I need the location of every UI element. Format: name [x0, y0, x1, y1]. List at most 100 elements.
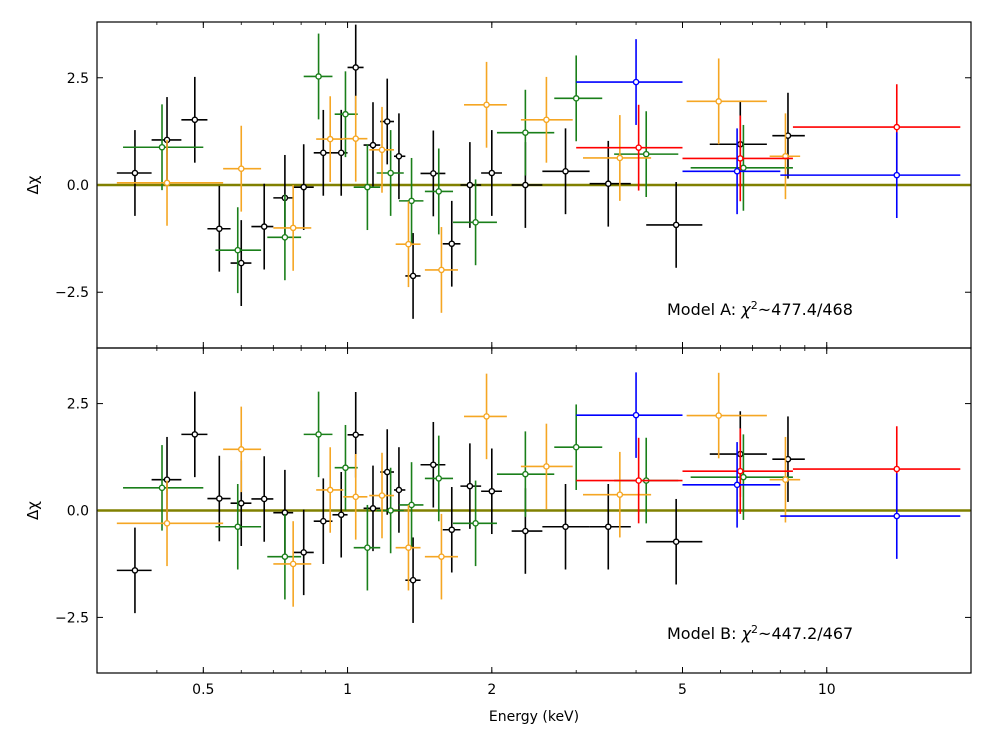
x-tick-label: 5	[678, 682, 687, 698]
data-point	[576, 372, 683, 458]
point-marker	[352, 431, 360, 439]
point-marker	[435, 188, 443, 195]
data-point	[207, 185, 231, 272]
x-tick-label: 1	[343, 682, 352, 698]
data-point	[424, 227, 458, 313]
data-point	[293, 144, 314, 231]
point-marker	[642, 150, 650, 158]
point-marker	[281, 553, 289, 560]
data-point	[116, 139, 224, 226]
point-marker	[435, 475, 443, 482]
point-marker	[616, 154, 624, 162]
data-point	[460, 443, 482, 529]
point-marker	[191, 431, 199, 438]
data-point	[363, 465, 381, 552]
data-point	[343, 95, 368, 182]
point-marker	[326, 135, 334, 143]
data-point	[464, 373, 507, 460]
data-point	[772, 92, 805, 179]
point-marker	[472, 520, 479, 527]
data-point	[511, 142, 543, 228]
point-marker	[408, 501, 415, 509]
point-marker	[260, 223, 268, 230]
point-marker	[733, 167, 741, 175]
point-marker	[131, 169, 139, 177]
point-marker	[562, 167, 569, 175]
point-marker	[131, 567, 139, 574]
data-point	[251, 183, 274, 270]
data-point	[614, 111, 679, 198]
point-marker	[430, 461, 437, 469]
point-marker	[405, 544, 412, 552]
point-marker	[300, 183, 308, 191]
data-point	[682, 128, 781, 215]
data-point	[181, 391, 208, 478]
point-marker	[740, 473, 747, 481]
data-point	[116, 130, 152, 216]
data-point	[395, 504, 421, 591]
data-point	[542, 483, 590, 570]
data-point	[316, 447, 344, 533]
data-point	[313, 109, 333, 196]
data-point	[116, 527, 152, 614]
data-point	[251, 456, 274, 542]
annotation-value: ~477.4/468	[758, 300, 853, 319]
point-marker	[191, 116, 199, 124]
point-marker	[387, 507, 394, 514]
point-marker	[632, 78, 640, 86]
data-point	[273, 185, 312, 271]
point-marker	[408, 197, 415, 205]
data-point	[589, 140, 631, 227]
data-point	[267, 194, 302, 281]
data-point	[293, 509, 314, 596]
point-marker	[448, 526, 456, 534]
data-point	[273, 521, 312, 607]
y-tick-label: 0.0	[67, 504, 89, 520]
point-marker	[522, 470, 529, 478]
point-marker	[635, 477, 642, 484]
data-point	[303, 391, 333, 478]
point-marker	[237, 259, 245, 267]
data-point	[273, 469, 294, 556]
data-point	[420, 130, 446, 217]
data-point	[769, 113, 801, 200]
data-point	[686, 372, 767, 459]
point-marker	[522, 527, 529, 535]
x-tick-label: 10	[818, 682, 836, 698]
data-point	[398, 157, 424, 244]
data-point	[123, 104, 204, 191]
data-point	[686, 58, 767, 145]
annotation-chi: χ	[741, 624, 752, 643]
point-marker	[572, 95, 580, 102]
point-marker	[216, 495, 223, 502]
point-marker	[378, 146, 386, 154]
data-point	[376, 467, 404, 554]
point-marker	[342, 464, 349, 472]
point-marker	[430, 170, 437, 177]
point-marker	[616, 491, 624, 498]
series-orange	[116, 372, 801, 607]
data-point	[583, 115, 652, 201]
point-marker	[158, 143, 166, 151]
point-marker	[405, 240, 412, 248]
point-marker	[395, 486, 403, 494]
annotation-superscript: 2	[751, 299, 758, 312]
data-point	[554, 55, 603, 142]
data-point	[542, 128, 590, 215]
data-point	[405, 537, 421, 623]
data-point	[690, 434, 793, 520]
point-marker	[672, 538, 680, 546]
series-green	[123, 391, 793, 600]
point-marker	[782, 476, 789, 484]
y-axis-label: Δχ	[24, 175, 42, 194]
point-marker	[604, 180, 612, 188]
data-point	[313, 478, 333, 564]
series-orange	[116, 58, 801, 313]
y-tick-label: 2.5	[67, 71, 89, 87]
x-axis-label: Energy (keV)	[489, 709, 579, 725]
point-marker	[438, 266, 445, 274]
point-marker	[409, 576, 417, 584]
point-marker	[438, 553, 445, 560]
panel-model-b: −2.5 0.0 2.5 Δχ Model B: χ2~447.2/467	[24, 347, 972, 674]
